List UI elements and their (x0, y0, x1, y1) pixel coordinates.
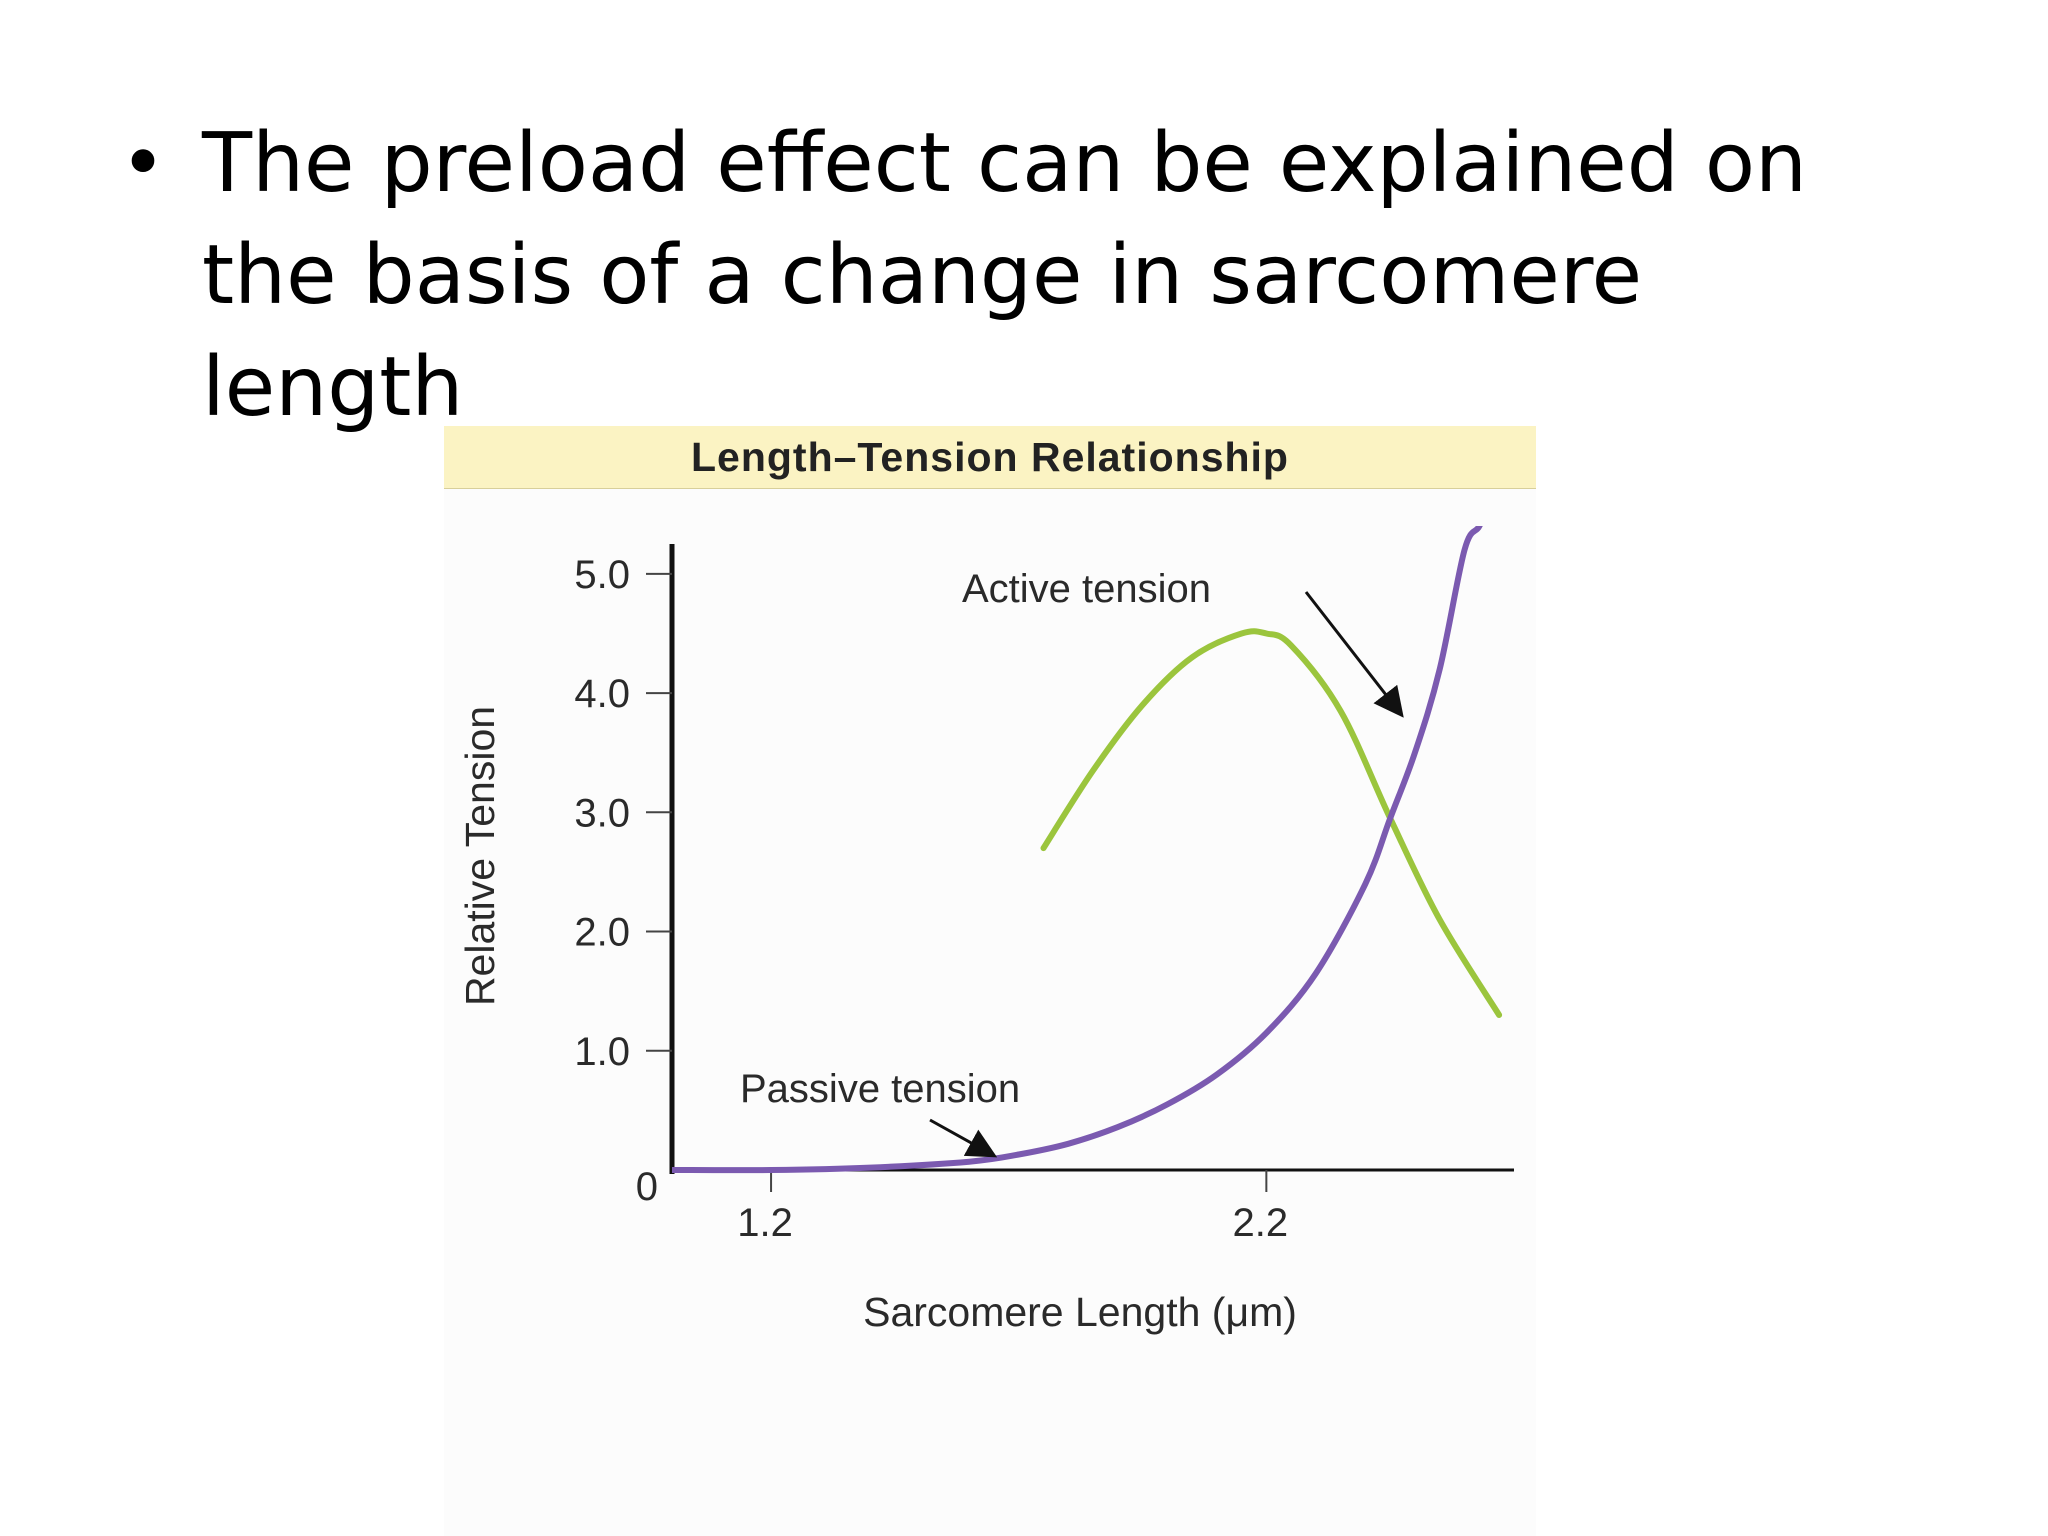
x-axis-label: Sarcomere Length (μm) (863, 1289, 1297, 1335)
y-tick-label: 2.0 (574, 911, 630, 955)
y-tick-label: 4.0 (574, 672, 630, 716)
active-tension-curve (1040, 628, 1503, 1018)
active-tension-arrow (1304, 591, 1404, 718)
length-tension-chart: 0 1.0 2.0 3.0 4.0 5.0 1.2 2.2 Sarcomere Length (… (457, 526, 1514, 1335)
active-tension-label: Active tension (962, 567, 1211, 611)
y-tick-label: 5.0 (574, 553, 630, 597)
y-tick-label: 3.0 (574, 791, 630, 835)
chart-title-bar: Length–Tension Relationship (444, 426, 1536, 489)
x-tick-label: 1.2 (737, 1201, 793, 1245)
y-axis-label: Relative Tension (457, 706, 503, 1006)
chart-figure: Length–Tension Relationship 0 1.0 2.0 3.0 4.… (444, 426, 1536, 1536)
chart-title: Length–Tension Relationship (691, 434, 1289, 480)
passive-tension-curve (672, 526, 1483, 1174)
bullet-text: The preload effect can be explained on t… (202, 116, 1808, 435)
x-tick-label: 2.2 (1233, 1201, 1289, 1245)
bullet-icon: • (120, 119, 167, 209)
y-tick-label: 0 (636, 1165, 658, 1209)
passive-tension-arrow (929, 1118, 998, 1158)
y-tick-label: 1.0 (574, 1030, 630, 1074)
passive-tension-label: Passive tension (740, 1067, 1020, 1111)
